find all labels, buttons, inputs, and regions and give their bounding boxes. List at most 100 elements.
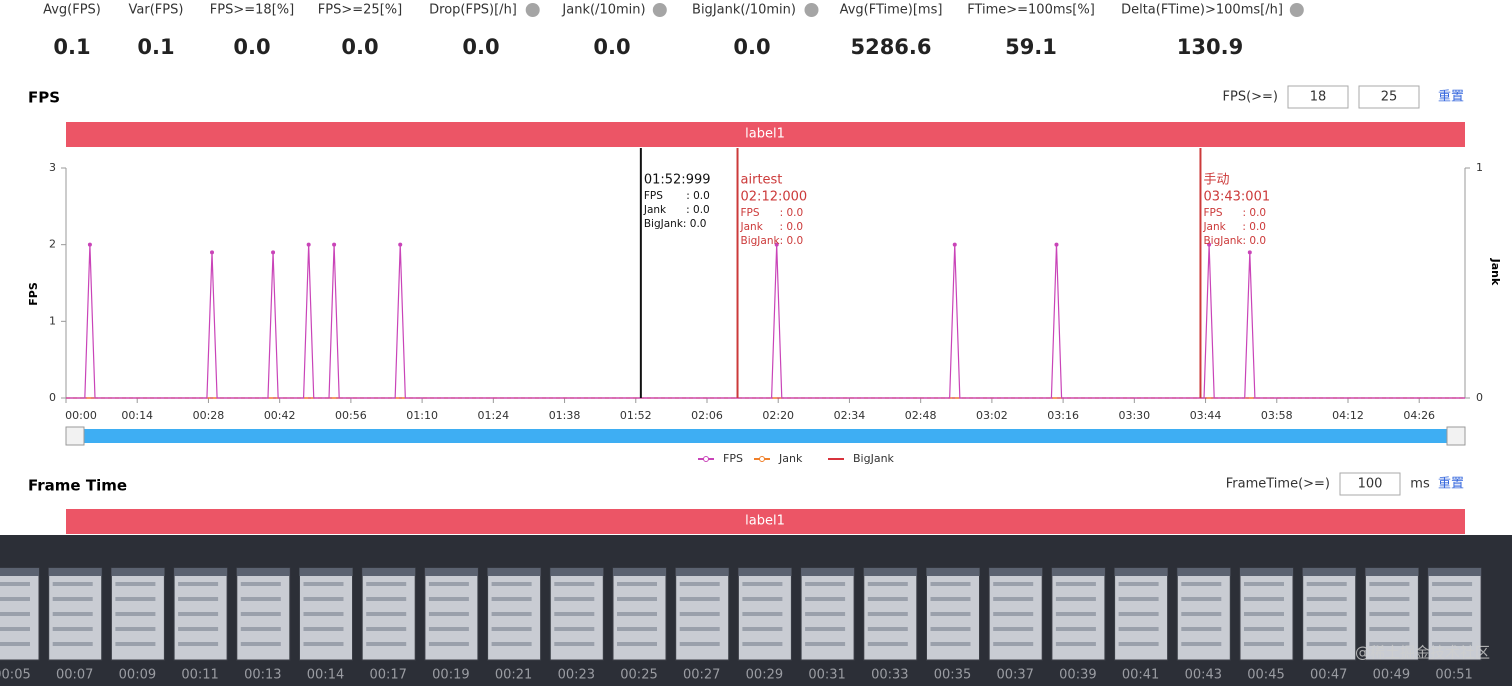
label-band [66, 509, 1465, 534]
point [1207, 242, 1212, 247]
thumbnail-row [742, 627, 783, 631]
thumbnail-time: 00:21 [495, 668, 532, 683]
input-box[interactable] [1287, 85, 1349, 109]
input-value[interactable]: 18 [1310, 90, 1327, 105]
thumbnail-row [554, 642, 595, 646]
stats-bar: Avg(FPS) 0.1 Var(FPS) 0.1 FPS>=18[%] 0.0 FPS>=… [43, 3, 1304, 59]
thumbnail-time: 00:39 [1059, 668, 1096, 683]
thumbnail-header [1051, 568, 1105, 576]
legend-dot [703, 456, 709, 462]
x-tick-label: 01:24 [477, 409, 509, 422]
reset-link[interactable]: 重置 [1438, 476, 1464, 492]
marker-line-text: FPS : 0.0 [644, 190, 710, 202]
section-title: FPS [28, 89, 60, 107]
thumbnail-row [240, 612, 281, 616]
filter-label: FrameTime(>=) [1226, 477, 1330, 492]
marker-heading: 01:52:999 [644, 173, 711, 188]
thumbnail-row [366, 627, 407, 631]
thumbnail-row [240, 627, 281, 631]
thumbnail-row [993, 582, 1034, 586]
thumbnail-header [424, 568, 478, 576]
thumbnail-row [1369, 597, 1410, 601]
thumbnail-row [240, 642, 281, 646]
thumbnail-row [1306, 642, 1347, 646]
input-value[interactable]: 100 [1358, 477, 1383, 492]
thumbnail-time: 00:07 [56, 668, 93, 683]
thumbnail-row [1369, 642, 1410, 646]
thumbnail-row [993, 612, 1034, 616]
thumbnail-row [993, 627, 1034, 631]
thumbnail-row [178, 597, 219, 601]
thumbnail-row [679, 642, 720, 646]
zoom-slider[interactable] [66, 429, 1465, 443]
filter-label: FPS(>=) [1223, 90, 1279, 105]
thumbnail-time: 00:05 [0, 668, 31, 683]
thumbnail-time: 00:47 [1310, 668, 1347, 683]
thumbnail-row [1306, 627, 1347, 631]
thumbnail-row [178, 612, 219, 616]
thumbnail-row [805, 597, 846, 601]
thumbnail-row [867, 582, 908, 586]
label-band [66, 122, 1465, 147]
marker-heading: 手动 [1203, 173, 1229, 188]
thumbnail-row [679, 627, 720, 631]
x-tick-label: 01:52 [620, 409, 652, 422]
thumbnail-header [1114, 568, 1168, 576]
thumbnail-row [366, 642, 407, 646]
thumbnail-row [115, 627, 156, 631]
thumbnail-row [679, 597, 720, 601]
thumbnail-row [178, 642, 219, 646]
stat-label: BigJank(/10min) [692, 3, 796, 18]
y-tick-label: 1 [49, 314, 56, 327]
slider-handle[interactable] [1446, 426, 1466, 446]
marker-line-text: BigJank: 0.0 [1203, 235, 1266, 247]
thumbnail-row [1055, 597, 1096, 601]
stat-label: Var(FPS) [129, 3, 184, 18]
thumbnail-row [52, 612, 93, 616]
input-value[interactable]: 25 [1381, 90, 1398, 105]
x-tick-label: 03:16 [1047, 409, 1079, 422]
point [1054, 242, 1059, 247]
marker-line-text: FPS : 0.0 [1203, 207, 1266, 219]
thumbnail-row [1432, 582, 1473, 586]
x-tick-label: 00:28 [193, 409, 225, 422]
legend-label: FPS [723, 452, 743, 465]
thumbnail-row [867, 612, 908, 616]
marker-line-text: Jank : 0.0 [740, 221, 804, 233]
thumbnail-time: 00:25 [620, 668, 657, 683]
stat-value: 0.0 [462, 35, 499, 59]
x-tick-label: 00:14 [121, 409, 153, 422]
input-box[interactable] [1339, 472, 1401, 496]
reset-link[interactable]: 重置 [1438, 89, 1464, 105]
thumbnail-row [1055, 582, 1096, 586]
thumbnail-row [366, 582, 407, 586]
thumbnail-header [299, 568, 353, 576]
legend-label: Jank [778, 452, 803, 465]
x-tick-label: 03:58 [1261, 409, 1293, 422]
stat-label: Jank(/10min) [561, 3, 645, 18]
x-tick-label: 02:20 [762, 409, 794, 422]
slider-handle[interactable] [65, 426, 85, 446]
x-tick-label: 03:30 [1118, 409, 1150, 422]
legend: FPS Jank BigJank [698, 452, 895, 465]
thumbnail-row [930, 627, 971, 631]
stat-label: Avg(FTime)[ms] [840, 3, 943, 18]
thumbnail-row [428, 612, 469, 616]
stat-value: 59.1 [1005, 35, 1057, 59]
stat-value: 0.0 [341, 35, 378, 59]
thumbnail-row [742, 597, 783, 601]
thumbnail-header [236, 568, 290, 576]
thumbnail-row [617, 582, 657, 586]
thumbnail-row [742, 582, 783, 586]
thumbnail-row [1181, 597, 1222, 601]
thumbnail-header [1177, 568, 1231, 576]
thumbnail-row [805, 642, 846, 646]
thumbnail-row [1181, 627, 1222, 631]
stat-value: 5286.6 [850, 35, 931, 59]
watermark: @稀土掘金技术社区 [1355, 644, 1490, 662]
input-box[interactable] [1358, 85, 1420, 109]
thumbnail-header [801, 568, 855, 576]
stat-label: FPS>=18[%] [210, 3, 294, 18]
fps-chart: 0 1 2 3 0 1 00:00 00:14 00:28 00:42 00:56 01:10 01:2… [27, 148, 1502, 422]
